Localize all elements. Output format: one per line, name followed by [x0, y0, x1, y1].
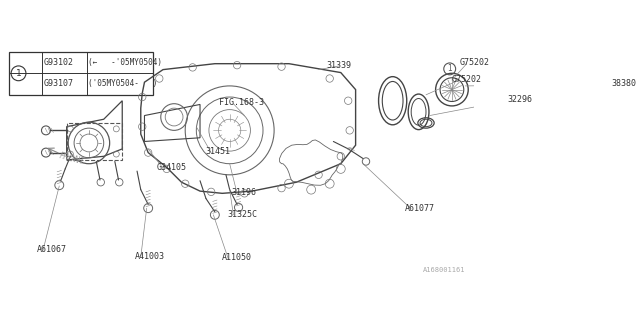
Text: (←   -'05MY0504): (← -'05MY0504) — [88, 59, 162, 68]
Text: FIG.168-3: FIG.168-3 — [218, 99, 264, 108]
Text: A168001161: A168001161 — [423, 267, 465, 273]
Text: 38380: 38380 — [611, 79, 636, 88]
Text: A61067: A61067 — [37, 245, 67, 254]
Text: 1: 1 — [447, 64, 452, 73]
Text: G93107: G93107 — [44, 79, 74, 88]
Text: FRONT: FRONT — [58, 151, 85, 166]
Text: 31196: 31196 — [231, 188, 256, 197]
Text: 31339: 31339 — [326, 61, 351, 70]
Text: A61077: A61077 — [405, 204, 435, 213]
Text: G93102: G93102 — [44, 59, 74, 68]
Text: G75202: G75202 — [460, 59, 490, 68]
Bar — [9, 52, 154, 95]
Text: 1: 1 — [15, 69, 21, 78]
Text: ('05MY0504-   ): ('05MY0504- ) — [88, 79, 157, 88]
Text: A11050: A11050 — [222, 253, 252, 262]
Text: G75202: G75202 — [452, 75, 482, 84]
Text: 31325C: 31325C — [227, 210, 257, 219]
Text: A41003: A41003 — [135, 252, 165, 261]
Text: 31451: 31451 — [205, 147, 230, 156]
Text: G34105: G34105 — [157, 163, 187, 172]
Bar — [67, 123, 122, 160]
Text: 32296: 32296 — [508, 95, 532, 104]
